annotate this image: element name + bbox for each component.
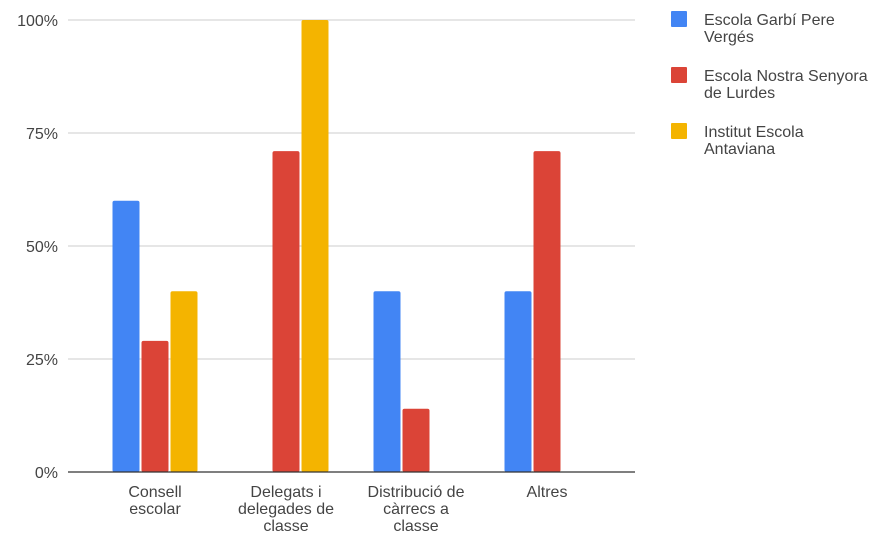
y-axis-tick-labels: 0% 25% 50% 75% 100%: [17, 13, 58, 482]
y-tick-label: 75%: [26, 126, 58, 143]
bar: [272, 151, 300, 472]
bar: [504, 291, 532, 472]
x-axis-category-labels: Consell escolar Delegats i delegades de clas…: [128, 484, 567, 535]
x-category-label: Delegats i delegades de classe: [238, 484, 334, 535]
x-category-label: Distribució de càrrecs a classe: [368, 484, 465, 535]
legend-label: Institut Escola Antaviana: [704, 124, 804, 158]
bar: [402, 408, 430, 472]
legend-swatch: [671, 67, 687, 83]
bar: [170, 291, 198, 472]
x-category-label: Altres: [527, 484, 568, 501]
bar: [533, 151, 561, 472]
legend-swatch: [671, 11, 687, 27]
bar: [301, 20, 329, 472]
y-tick-label: 25%: [26, 352, 58, 369]
y-tick-label: 0%: [35, 465, 58, 482]
bar: [141, 340, 169, 472]
y-tick-label: 100%: [17, 13, 58, 30]
bar: [112, 200, 140, 473]
bars: [112, 20, 561, 473]
legend-label: Escola Nostra Senyora de Lurdes: [704, 68, 868, 102]
legend: Escola Garbí Pere Vergés Escola Nostra Sen…: [671, 11, 868, 158]
x-category-label: Consell escolar: [128, 484, 181, 518]
legend-label: Escola Garbí Pere Vergés: [704, 12, 835, 46]
y-tick-label: 50%: [26, 239, 58, 256]
legend-swatch: [671, 123, 687, 139]
bar: [373, 291, 401, 472]
